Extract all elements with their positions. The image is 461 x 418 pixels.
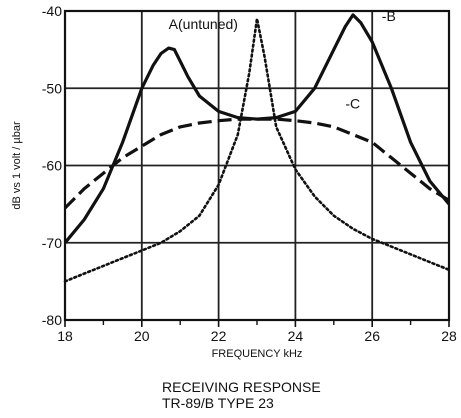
series-label-b: -B <box>382 8 396 24</box>
series-line-c <box>63 117 450 210</box>
x-tick-label-24: 24 <box>288 328 304 344</box>
x-tick-label-26: 26 <box>364 328 380 344</box>
y-tick-label-m80: -80 <box>42 312 62 328</box>
x-tick-label-22: 22 <box>211 328 227 344</box>
caption-line-1: RECEIVING RESPONSE <box>162 379 321 395</box>
caption-line-2: TR-89/B TYPE 23 <box>162 395 274 411</box>
series-line-b <box>63 13 451 244</box>
label-layer: 18 20 22 24 26 28 -40 -50 -60 -70 -80 FREQUENCY kHz… <box>11 3 457 360</box>
chart-svg: 18 20 22 24 26 28 -40 -50 -60 -70 -80 FREQUENCY kHz… <box>11 3 457 360</box>
series-label-c: -C <box>345 95 360 111</box>
y-tick-label-m60: -60 <box>42 158 62 174</box>
y-axis-label: dB vs 1 volt / µbar <box>11 121 23 210</box>
y-tick-label-m40: -40 <box>42 3 62 19</box>
series-layer <box>63 13 451 283</box>
x-tick-label-20: 20 <box>134 328 150 344</box>
tick-layer <box>64 320 450 327</box>
x-axis-label: FREQUENCY kHz <box>212 348 303 360</box>
series-label-a: A(untuned) <box>169 16 238 32</box>
y-tick-label-m50: -50 <box>42 80 62 96</box>
series-line-a <box>63 17 451 283</box>
x-tick-label-28: 28 <box>441 328 457 344</box>
grid-layer <box>65 11 449 320</box>
y-tick-label-m70: -70 <box>42 235 62 251</box>
x-tick-label-18: 18 <box>57 328 73 344</box>
